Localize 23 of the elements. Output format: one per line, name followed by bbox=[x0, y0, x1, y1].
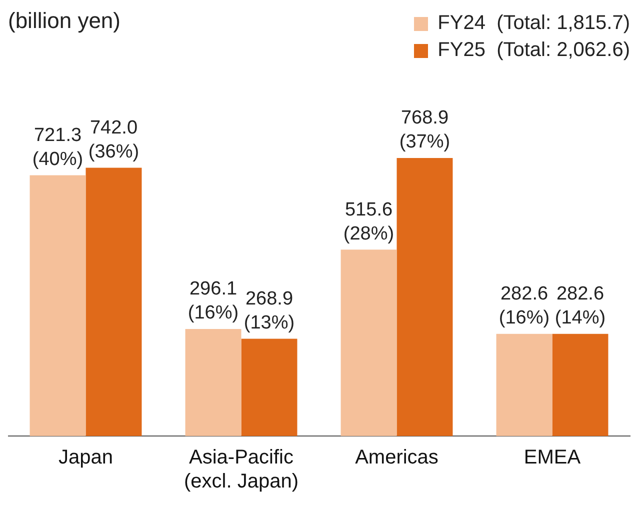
legend-label: FY24 (Total: 1,815.7) bbox=[438, 12, 630, 35]
bar bbox=[241, 338, 298, 436]
bar bbox=[496, 334, 552, 436]
data-label: 742.0 (36%) bbox=[88, 117, 140, 162]
bar bbox=[185, 328, 242, 436]
bar bbox=[552, 334, 608, 436]
bar bbox=[30, 175, 86, 436]
x-tick-label: Japan bbox=[58, 446, 113, 469]
x-tick-label: Americas bbox=[355, 446, 438, 469]
bar bbox=[340, 250, 397, 436]
text: (billion yen) bbox=[8, 8, 120, 34]
data-label: 768.9 (37%) bbox=[399, 108, 450, 153]
x-tick-label: EMEA bbox=[524, 446, 582, 469]
bar bbox=[86, 168, 142, 436]
bar bbox=[396, 158, 453, 436]
data-label: 296.1 (16%) bbox=[188, 278, 239, 324]
legend-label: FY25 (Total: 2,062.6) bbox=[438, 39, 630, 62]
data-label: 268.9 (13%) bbox=[244, 288, 295, 334]
data-label: 282.6 (16%) bbox=[498, 284, 550, 329]
data-label: 515.6 (28%) bbox=[343, 199, 394, 244]
data-label: 721.3 (40%) bbox=[32, 124, 84, 170]
data-label: 282.6 (14%) bbox=[554, 284, 606, 329]
x-tick-label: Asia-Pacific (excl. Japan) bbox=[184, 446, 298, 493]
